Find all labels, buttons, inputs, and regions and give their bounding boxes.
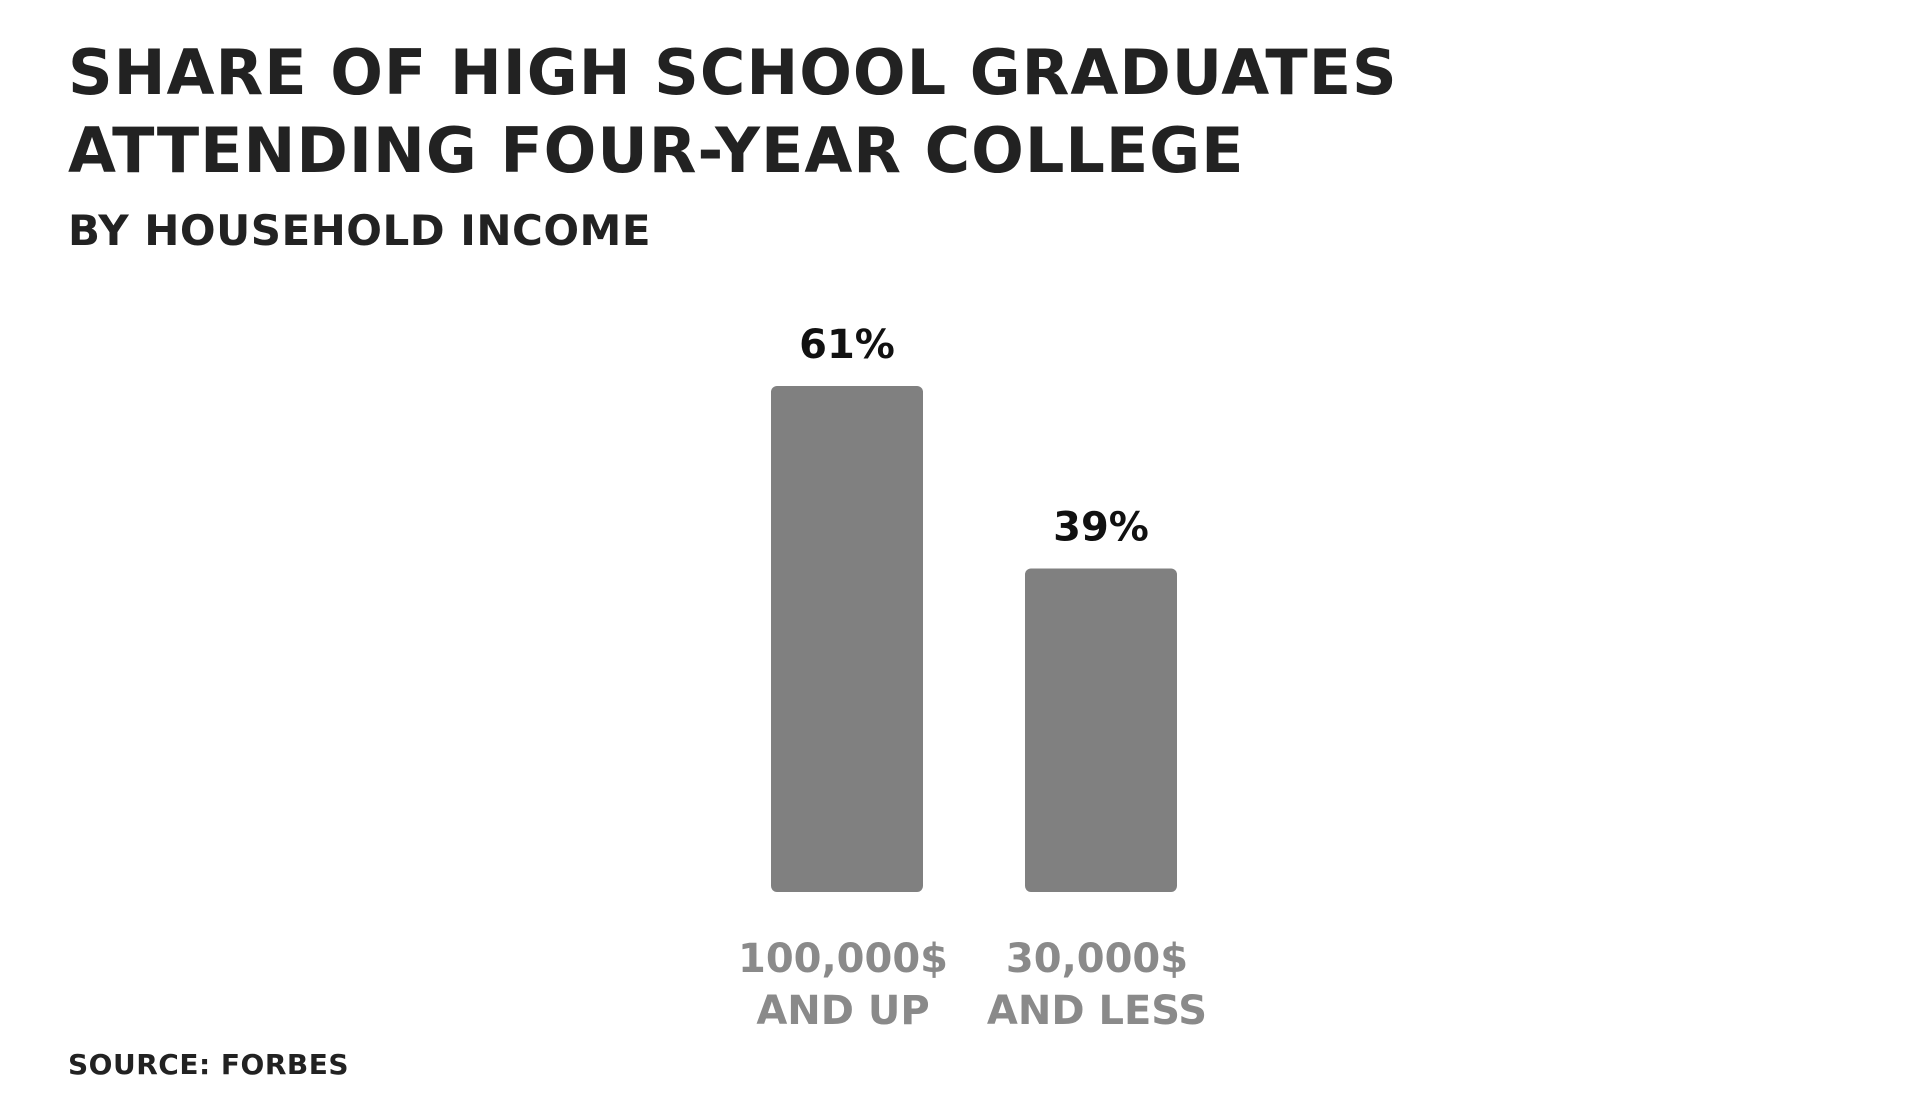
category-label-2-line-1: 30,000$ [1006, 936, 1188, 982]
bar-2 [1025, 568, 1177, 892]
bar-1 [771, 386, 923, 892]
chart-subtitle: BY HOUSEHOLD INCOME [68, 206, 652, 255]
value-label-1: 61% [799, 322, 895, 368]
chart-title: SHARE OF HIGH SCHOOL GRADUATES ATTENDING… [68, 36, 1398, 187]
category-label-1-line-1: 100,000$ [738, 936, 948, 982]
category-label-2-line-2: AND LESS [987, 988, 1207, 1034]
source-note: SOURCE: FORBES [68, 1048, 350, 1081]
value-label-2: 39% [1053, 504, 1149, 550]
category-label-1-line-2: AND UP [756, 988, 929, 1034]
